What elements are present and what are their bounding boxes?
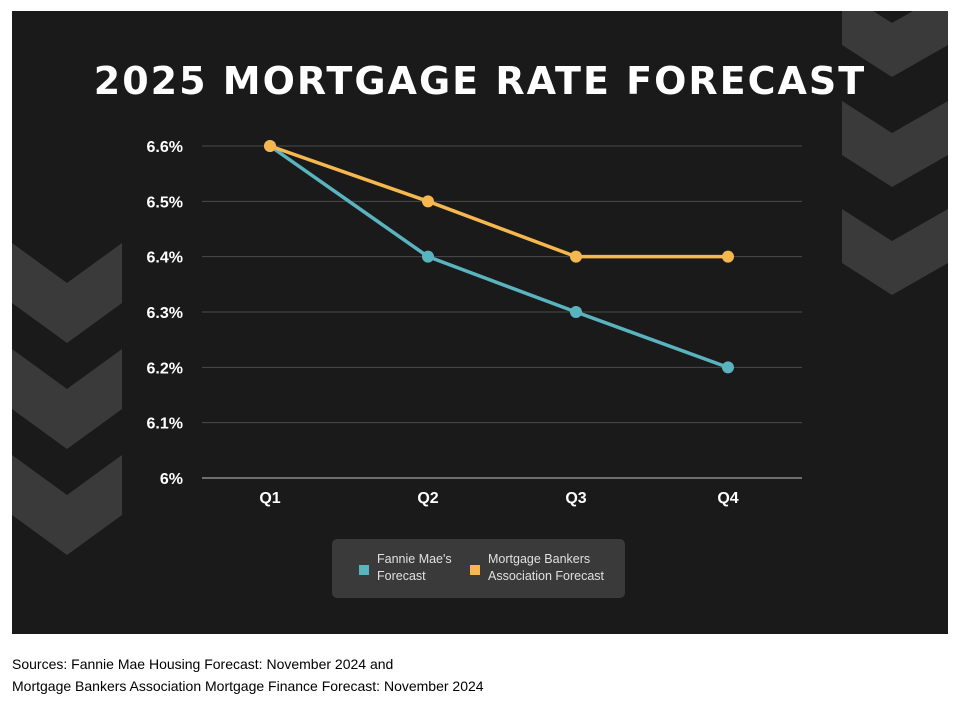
chevron-shape-right-2 [842, 101, 948, 187]
sources-line-2: Mortgage Bankers Association Mortgage Fi… [12, 678, 484, 694]
legend-label-fannie-mae: Fannie Mae's Forecast [377, 552, 452, 583]
series-1-point [570, 306, 582, 318]
chart-card: 6% 6.1% 6.2% 6.3% 6.4% 6.5% 6.6% Q1 Q2 Q3 Q4 2025… [12, 11, 948, 634]
x-tick-label: Q1 [259, 490, 280, 507]
sources-note: Sources: Fannie Mae Housing Forecast: No… [12, 653, 484, 697]
y-tick-label: 6% [160, 471, 183, 488]
series-lines [268, 144, 730, 370]
x-tick-label: Q4 [717, 490, 738, 507]
y-axis-tick-labels: 6% 6.1% 6.2% 6.3% 6.4% 6.5% 6.6% [147, 139, 183, 488]
chart-grid [202, 145, 802, 479]
series-line-2 [268, 144, 730, 259]
legend-item-mba: Mortgage Bankers Association Forecast [470, 551, 604, 585]
decorative-chevrons [12, 11, 948, 555]
y-tick-label: 6.6% [147, 139, 183, 156]
series-2-point [722, 250, 734, 263]
series-1-point [722, 361, 734, 374]
chevron-shape-right-1 [842, 11, 948, 77]
x-axis-tick-labels: Q1 Q2 Q3 Q4 [259, 490, 738, 507]
series-line-1 [268, 144, 730, 370]
y-tick-label: 6.5% [147, 194, 183, 211]
line-chart: 6% 6.1% 6.2% 6.3% 6.4% 6.5% 6.6% Q1 Q2 Q3 Q4 [12, 11, 948, 555]
legend-swatch-fannie-mae [359, 565, 369, 575]
chevron-shape-left-3 [12, 455, 122, 555]
legend-item-fannie-mae: Fannie Mae's Forecast [359, 551, 452, 585]
chevron-shape-left-1 [12, 243, 122, 343]
x-tick-label: Q3 [565, 490, 586, 507]
series-2-point [570, 250, 582, 263]
chart-title: 2025 MORTGAGE RATE FORECAST [93, 59, 867, 103]
chevron-shape-left-2 [12, 349, 122, 449]
y-tick-label: 6.1% [147, 416, 183, 433]
series-points [264, 140, 734, 374]
y-tick-label: 6.2% [147, 360, 183, 377]
sources-line-1: Sources: Fannie Mae Housing Forecast: No… [12, 656, 394, 672]
x-tick-label: Q2 [417, 490, 438, 507]
chevron-shape-right-3 [842, 209, 948, 295]
legend-swatch-mba [470, 565, 480, 575]
series-2-point [422, 195, 434, 208]
legend: Fannie Mae's Forecast Mortgage Bankers A… [332, 539, 625, 598]
series-1-point [422, 250, 434, 263]
y-tick-label: 6.3% [147, 305, 183, 322]
y-tick-label: 6.4% [147, 250, 183, 267]
legend-label-mba: Mortgage Bankers Association Forecast [488, 552, 605, 583]
series-2-point [264, 140, 276, 152]
